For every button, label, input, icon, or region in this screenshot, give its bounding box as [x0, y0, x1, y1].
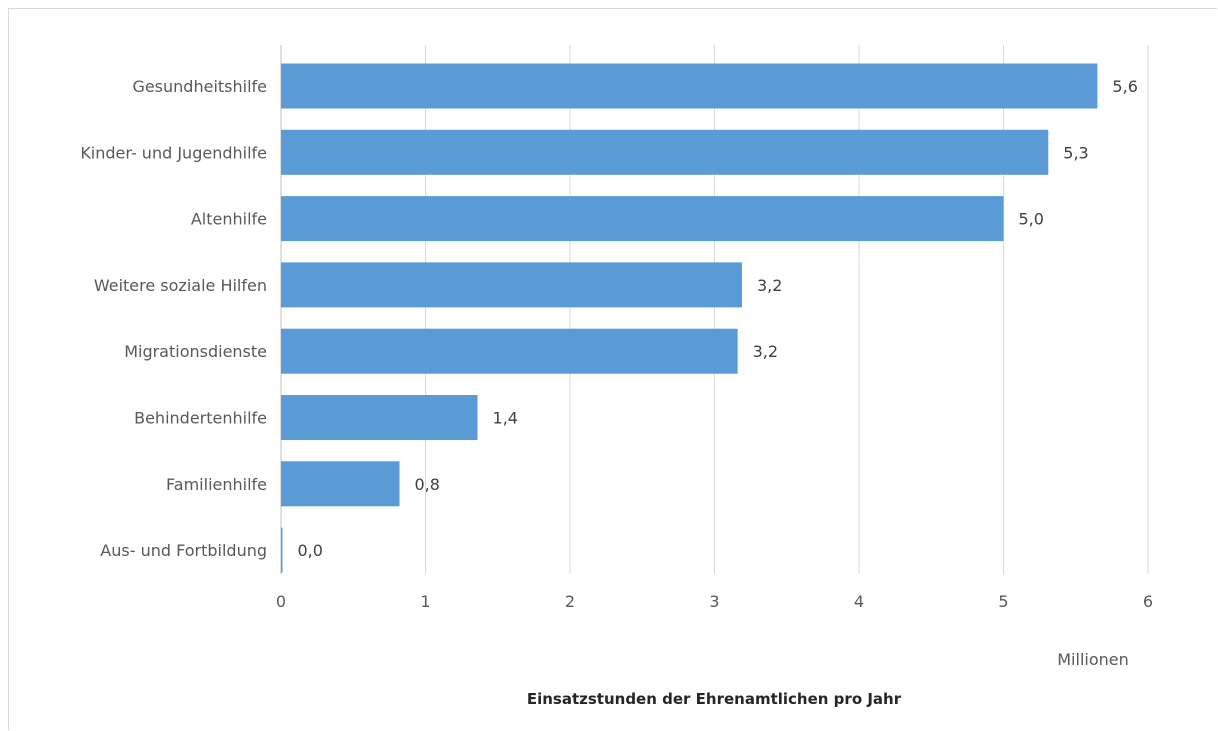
data-label: 5,6 [1112, 77, 1137, 96]
x-tick-labels: 0 1 2 3 4 5 6 [276, 592, 1153, 611]
bar [281, 262, 742, 308]
data-label: 5,0 [1019, 210, 1044, 229]
bar [281, 129, 1049, 175]
bar [281, 328, 738, 374]
data-label: 3,2 [757, 276, 782, 295]
category-label: Familienhilfe [166, 475, 267, 494]
bar [281, 461, 400, 507]
category-label: Weitere soziale Hilfen [94, 276, 267, 295]
data-label: 3,2 [753, 342, 778, 361]
x-tick-label: 0 [276, 592, 286, 611]
bars [281, 63, 1098, 573]
category-label: Gesundheitshilfe [132, 77, 267, 96]
bar [281, 395, 478, 440]
data-label: 5,3 [1063, 143, 1088, 162]
category-label: Migrationsdienste [124, 342, 267, 361]
x-axis-title: Einsatzstunden der Ehrenamtlichen pro Ja… [527, 690, 902, 708]
x-tick-label: 1 [420, 592, 430, 611]
data-label: 0,0 [298, 541, 323, 560]
category-label: Aus- und Fortbildung [100, 541, 267, 560]
category-label: Altenhilfe [191, 210, 267, 229]
x-tick-label: 5 [998, 592, 1008, 611]
x-tick-label: 6 [1143, 592, 1153, 611]
x-axis-unit-label: Millionen [1057, 650, 1129, 669]
gridlines [280, 45, 1149, 574]
bar [281, 63, 1098, 109]
category-labels: Gesundheitshilfe Kinder- und Jugendhilfe A… [80, 77, 267, 560]
data-label: 0,8 [414, 475, 439, 494]
category-label: Behindertenhilfe [134, 409, 267, 428]
bar [281, 527, 283, 573]
bar-chart: Gesundheitshilfe Kinder- und Jugendhilfe A… [80, 45, 1153, 708]
bar [281, 196, 1004, 242]
chart-frame: Gesundheitshilfe Kinder- und Jugendhilfe A… [8, 8, 1217, 730]
data-label: 1,4 [493, 409, 518, 428]
category-label: Kinder- und Jugendhilfe [80, 143, 267, 162]
x-tick-label: 3 [709, 592, 719, 611]
x-tick-label: 4 [854, 592, 864, 611]
x-tick-label: 2 [565, 592, 575, 611]
data-labels: 5,6 5,3 5,0 3,2 3,2 1,4 0,8 0,0 [298, 77, 1138, 560]
